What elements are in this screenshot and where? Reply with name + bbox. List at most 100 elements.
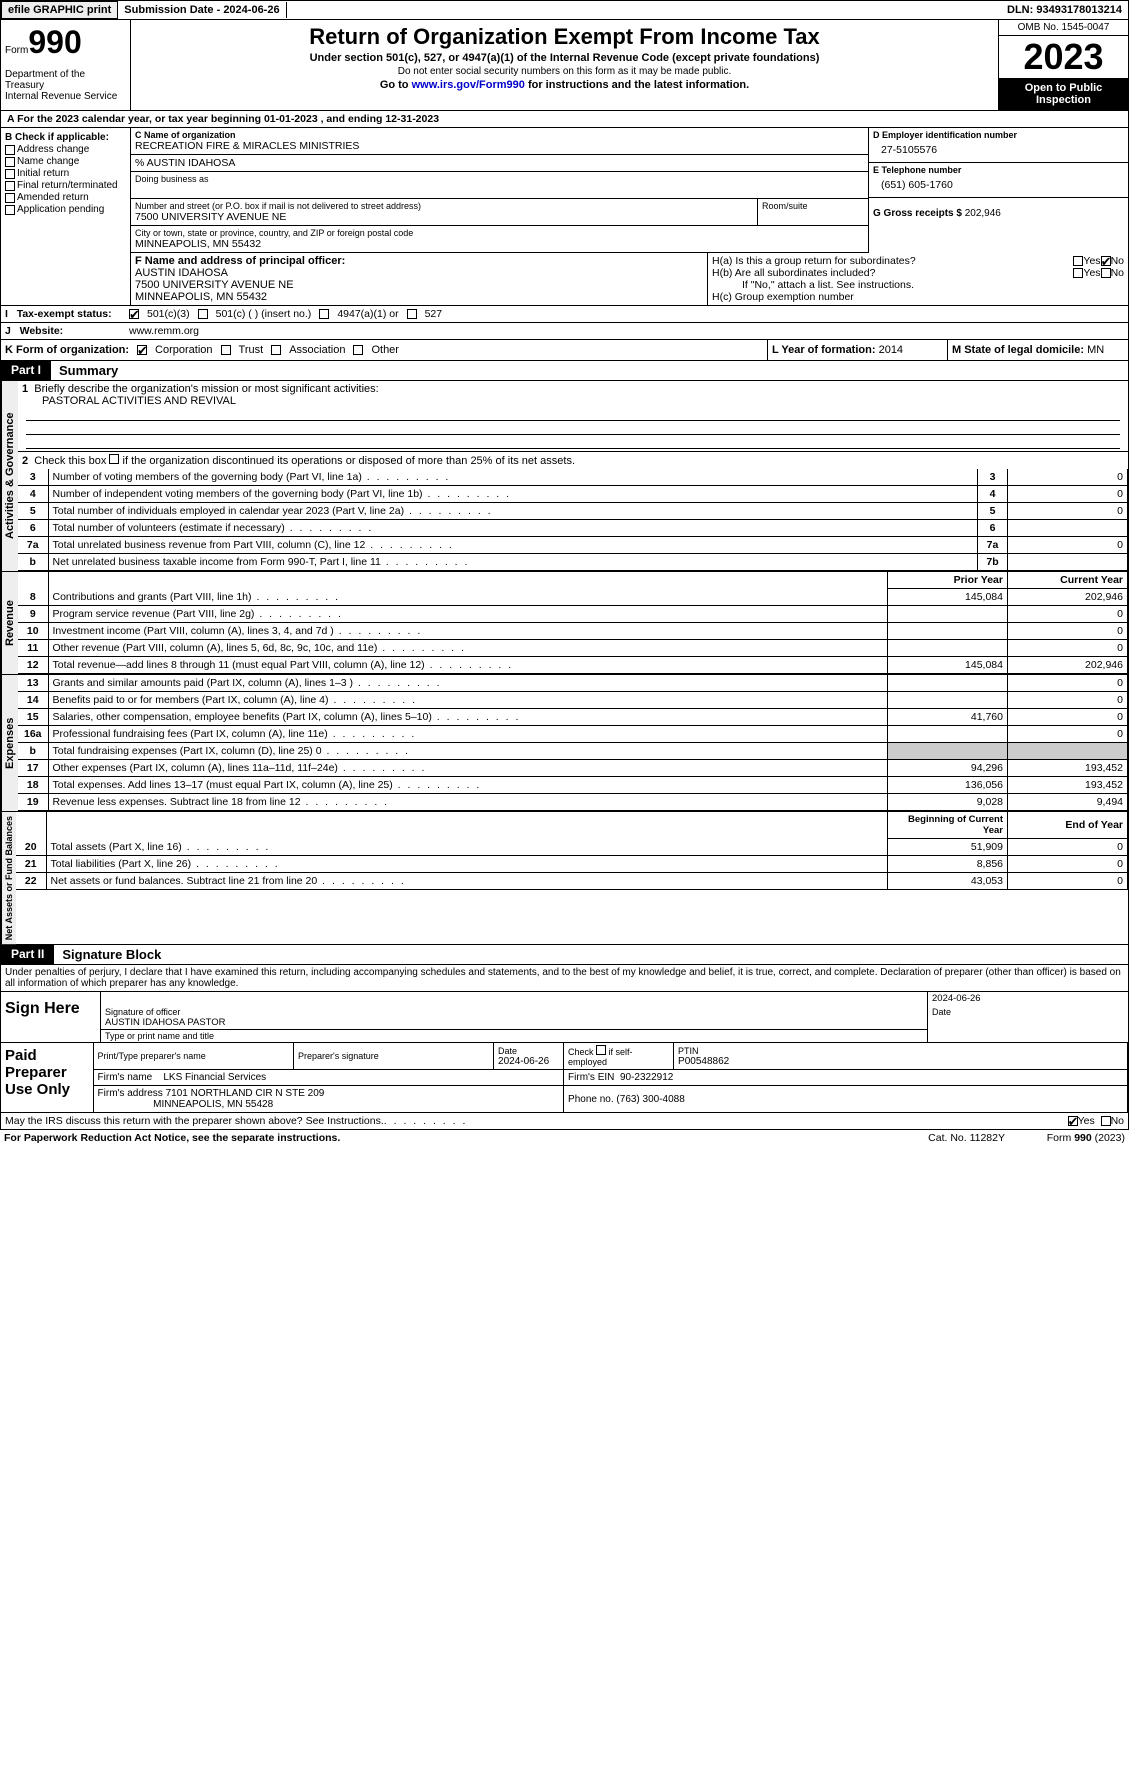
ssn-note: Do not enter social security numbers on … bbox=[135, 66, 994, 77]
care-of: % AUSTIN IDAHOSA bbox=[135, 157, 864, 169]
revenue-label: Revenue bbox=[1, 572, 18, 674]
officer-sig-name: AUSTIN IDAHOSA PASTOR bbox=[105, 1017, 923, 1028]
expenses-section: Expenses 13Grants and similar amounts pa… bbox=[0, 674, 1129, 811]
self-employed-cell: Check if self-employed bbox=[564, 1043, 674, 1070]
phone-label: E Telephone number bbox=[873, 165, 1124, 175]
governance-label: Activities & Governance bbox=[1, 381, 18, 571]
firm-name: LKS Financial Services bbox=[163, 1072, 266, 1083]
dept-treasury: Department of the TreasuryInternal Reven… bbox=[5, 69, 126, 102]
officer-street: 7500 UNIVERSITY AVENUE NE bbox=[135, 279, 703, 291]
irs-link[interactable]: www.irs.gov/Form990 bbox=[412, 79, 525, 91]
hb-note: If "No," attach a list. See instructions… bbox=[712, 279, 1124, 291]
ein-label: D Employer identification number bbox=[873, 130, 1124, 140]
omb-number: OMB No. 1545-0047 bbox=[999, 20, 1128, 36]
expenses-label: Expenses bbox=[1, 675, 18, 811]
501c3-checkbox[interactable] bbox=[129, 309, 139, 319]
dba-label: Doing business as bbox=[135, 174, 864, 184]
submission-date: Submission Date - 2024-06-26 bbox=[118, 2, 286, 18]
perjury-statement: Under penalties of perjury, I declare th… bbox=[0, 965, 1129, 991]
ha-no-checkbox[interactable] bbox=[1101, 256, 1111, 266]
part2-header: Part II Signature Block bbox=[0, 945, 1129, 965]
city-label: City or town, state or province, country… bbox=[135, 228, 864, 238]
section-b-to-g: B Check if applicable: Address changeNam… bbox=[0, 128, 1129, 253]
box-b-checkbox[interactable] bbox=[5, 169, 15, 179]
ha-label: H(a) Is this a group return for subordin… bbox=[712, 255, 1073, 267]
sign-here-block: Sign Here 2024-06-26 Signature of office… bbox=[0, 991, 1129, 1043]
officer-city: MINNEAPOLIS, MN 55432 bbox=[135, 291, 703, 303]
form-number: 990 bbox=[28, 24, 81, 60]
firm-phone: (763) 300-4088 bbox=[616, 1094, 684, 1105]
box-b-checkbox[interactable] bbox=[5, 145, 15, 155]
box-b-checkbox[interactable] bbox=[5, 193, 15, 203]
row-klm: K Form of organization: Corporation Trus… bbox=[0, 340, 1129, 361]
discuss-row: May the IRS discuss this return with the… bbox=[0, 1113, 1129, 1130]
box-b-header: B Check if applicable: bbox=[5, 132, 126, 143]
line2: Check this box if the organization disco… bbox=[34, 455, 575, 467]
gross-receipts-label: G Gross receipts $ bbox=[873, 208, 962, 219]
dln: DLN: 93493178013214 bbox=[1001, 2, 1128, 18]
box-b-checkbox[interactable] bbox=[5, 181, 15, 191]
ha-yes-checkbox[interactable] bbox=[1073, 256, 1083, 266]
form-header: Form990 Department of the TreasuryIntern… bbox=[0, 20, 1129, 111]
year-formation: 2014 bbox=[879, 344, 903, 356]
discuss-yes-checkbox[interactable] bbox=[1068, 1116, 1078, 1126]
ptin: P00548862 bbox=[678, 1056, 1123, 1067]
corp-checkbox[interactable] bbox=[137, 345, 147, 355]
paid-prep-label: Paid Preparer Use Only bbox=[1, 1043, 94, 1112]
firm-addr1: 7101 NORTHLAND CIR N STE 209 bbox=[166, 1088, 325, 1099]
tax-exempt-row: I Tax-exempt status: 501(c)(3) 501(c) ( … bbox=[0, 306, 1129, 323]
firm-addr2: MINNEAPOLIS, MN 55428 bbox=[153, 1099, 273, 1110]
form-label: Form bbox=[5, 45, 28, 56]
box-b-checkbox[interactable] bbox=[5, 157, 15, 167]
form-subtitle: Under section 501(c), 527, or 4947(a)(1)… bbox=[135, 52, 994, 64]
goto-line: Go to www.irs.gov/Form990 for instructio… bbox=[135, 79, 994, 91]
527-checkbox[interactable] bbox=[407, 309, 417, 319]
trust-checkbox[interactable] bbox=[221, 345, 231, 355]
website-row: J Website: www.remm.org bbox=[0, 323, 1129, 340]
efile-print-button[interactable]: efile GRAPHIC print bbox=[1, 1, 118, 19]
501c-checkbox[interactable] bbox=[198, 309, 208, 319]
netassets-label: Net Assets or Fund Balances bbox=[1, 812, 16, 944]
mission-label: Briefly describe the organization's miss… bbox=[34, 383, 378, 395]
firm-ein: 90-2322912 bbox=[620, 1072, 673, 1083]
org-name-label: C Name of organization bbox=[135, 130, 864, 140]
discontinued-checkbox[interactable] bbox=[109, 454, 119, 464]
hb-yes-checkbox[interactable] bbox=[1073, 268, 1083, 278]
box-k-label: K Form of organization: bbox=[5, 344, 129, 356]
form-footer: Form 990 (2023) bbox=[1005, 1132, 1125, 1144]
netassets-section: Net Assets or Fund Balances Beginning of… bbox=[0, 811, 1129, 945]
part1-header: Part I Summary bbox=[0, 361, 1129, 381]
website-value: www.remm.org bbox=[129, 325, 199, 337]
ein-value: 27-5105576 bbox=[873, 140, 1124, 160]
self-emp-checkbox[interactable] bbox=[596, 1045, 606, 1055]
efile-header: efile GRAPHIC print Submission Date - 20… bbox=[0, 0, 1129, 20]
street: 7500 UNIVERSITY AVENUE NE bbox=[135, 211, 753, 223]
room-label: Room/suite bbox=[762, 201, 864, 211]
org-name: RECREATION FIRE & MIRACLES MINISTRIES bbox=[135, 140, 864, 152]
sign-here-label: Sign Here bbox=[1, 992, 101, 1042]
revenue-section: Revenue Prior YearCurrent Year 8Contribu… bbox=[0, 571, 1129, 674]
hb-no-checkbox[interactable] bbox=[1101, 268, 1111, 278]
other-checkbox[interactable] bbox=[353, 345, 363, 355]
sig-date: 2024-06-26 bbox=[928, 992, 1128, 1005]
assoc-checkbox[interactable] bbox=[271, 345, 281, 355]
paid-preparer-block: Paid Preparer Use Only Print/Type prepar… bbox=[0, 1043, 1129, 1113]
street-label: Number and street (or P.O. box if mail i… bbox=[135, 201, 753, 211]
city: MINNEAPOLIS, MN 55432 bbox=[135, 238, 864, 250]
governance-section: Activities & Governance 1 Briefly descri… bbox=[0, 381, 1129, 571]
discuss-no-checkbox[interactable] bbox=[1101, 1116, 1111, 1126]
tax-year: 2023 bbox=[999, 36, 1128, 78]
phone-value: (651) 605-1760 bbox=[873, 175, 1124, 195]
officer-label: F Name and address of principal officer: bbox=[135, 255, 703, 267]
mission-text: PASTORAL ACTIVITIES AND REVIVAL bbox=[22, 395, 1124, 407]
4947-checkbox[interactable] bbox=[319, 309, 329, 319]
officer-name: AUSTIN IDAHOSA bbox=[135, 267, 703, 279]
hc-label: H(c) Group exemption number bbox=[712, 291, 1124, 303]
state-domicile: MN bbox=[1087, 344, 1104, 356]
line-a: A For the 2023 calendar year, or tax yea… bbox=[0, 111, 1129, 128]
form-title: Return of Organization Exempt From Incom… bbox=[135, 24, 994, 50]
page-footer: For Paperwork Reduction Act Notice, see … bbox=[0, 1130, 1129, 1146]
hb-label: H(b) Are all subordinates included? bbox=[712, 267, 1073, 279]
gross-receipts: 202,946 bbox=[965, 208, 1001, 219]
box-b-checkbox[interactable] bbox=[5, 205, 15, 215]
